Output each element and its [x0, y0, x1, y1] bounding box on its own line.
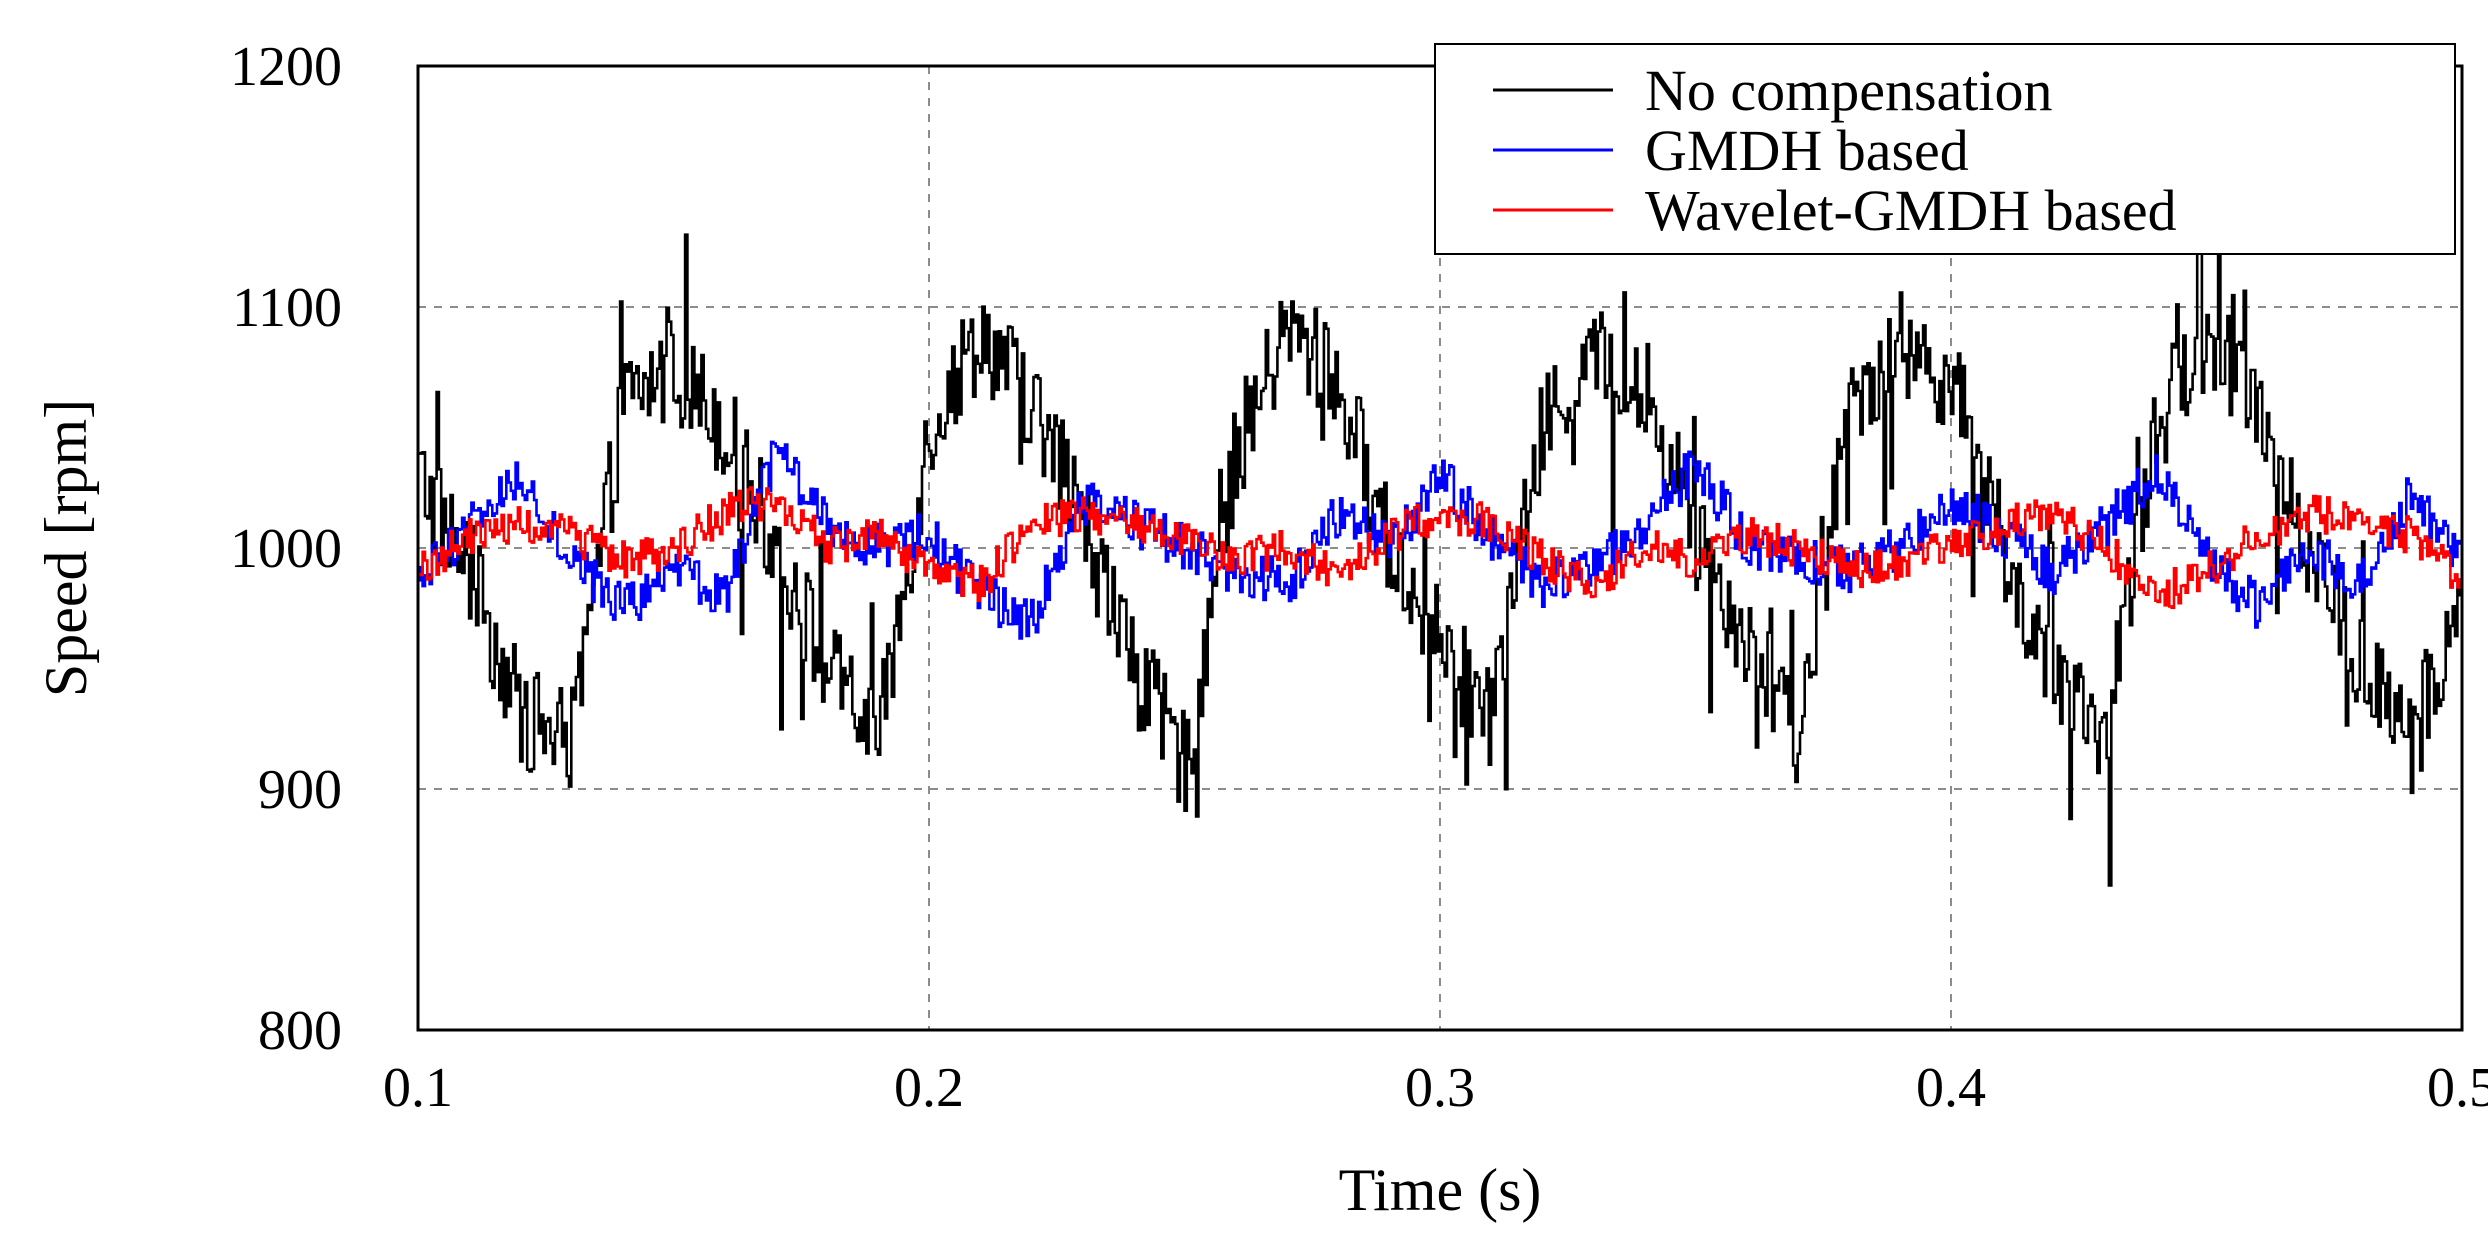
y-tick-label: 1100 — [232, 277, 342, 339]
series-layer — [418, 233, 2464, 887]
series-line-gmdh-based — [418, 440, 2464, 640]
series-line-wavelet-gmdh-based — [418, 486, 2464, 610]
tick-labels: 0.1 0.2 0.3 0.4 0.5 800 900 1000 1100 1200 — [230, 36, 2488, 1119]
y-axis-label: Speed [rpm] — [33, 399, 99, 697]
y-tick-label: 800 — [258, 1000, 342, 1062]
x-tick-label: 0.1 — [383, 1057, 453, 1119]
x-tick-label: 0.2 — [894, 1057, 964, 1119]
x-tick-label: 0.3 — [1405, 1057, 1475, 1119]
y-tick-label: 1000 — [230, 518, 342, 580]
legend-entry-no-compensation: No compensation — [1645, 58, 2053, 123]
x-tick-label: 0.4 — [1916, 1057, 1986, 1119]
y-tick-label: 900 — [258, 759, 342, 821]
x-axis-label: Time (s) — [1339, 1157, 1542, 1223]
legend-entry-gmdh: GMDH based — [1645, 118, 1969, 183]
y-tick-label: 1200 — [230, 36, 342, 98]
legend: No compensation GMDH based Wavelet-GMDH … — [1434, 43, 2456, 255]
x-tick-label: 0.5 — [2427, 1057, 2488, 1119]
legend-entry-wavelet-gmdh: Wavelet-GMDH based — [1645, 178, 2177, 243]
